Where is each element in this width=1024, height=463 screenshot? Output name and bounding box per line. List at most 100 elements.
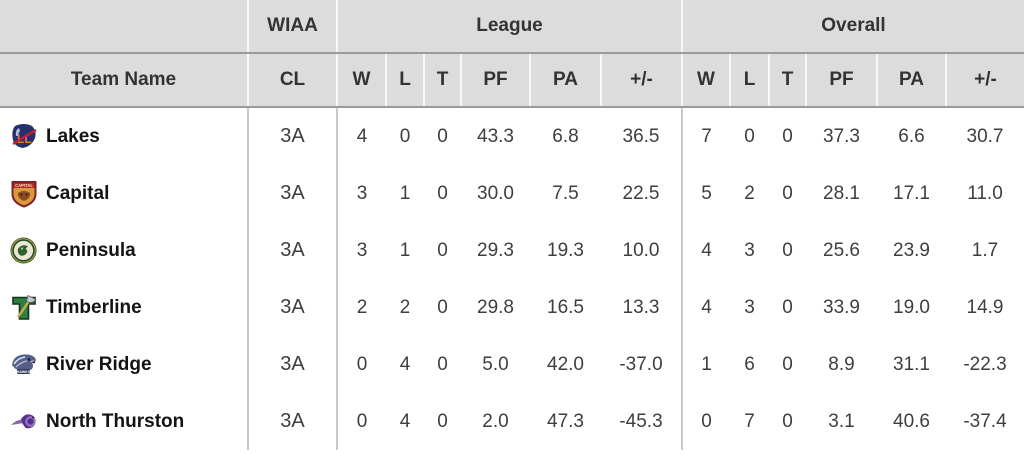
overall-l-cell: 2 bbox=[730, 165, 769, 222]
overall-pa-cell: 17.1 bbox=[877, 165, 946, 222]
overall-pf-cell: 37.3 bbox=[806, 107, 877, 165]
league-pa-cell: 6.8 bbox=[530, 107, 601, 165]
capital-logo-icon: CAPITAL bbox=[9, 179, 38, 208]
league-pf-cell: 5.0 bbox=[461, 336, 530, 393]
overall-w-cell: 1 bbox=[681, 336, 730, 393]
svg-text:CAPITAL: CAPITAL bbox=[15, 182, 33, 187]
league-w-cell: 4 bbox=[337, 107, 386, 165]
overall-pa-cell: 23.9 bbox=[877, 222, 946, 279]
overall-t-cell: 0 bbox=[769, 222, 806, 279]
league-w-cell: 0 bbox=[337, 336, 386, 393]
league-diff-cell: 36.5 bbox=[601, 107, 682, 165]
league-pf-cell: 2.0 bbox=[461, 393, 530, 450]
north-thurston-logo-icon bbox=[9, 407, 38, 436]
team-name-cell[interactable]: LL Lakes bbox=[0, 107, 248, 165]
overall-pf-cell: 25.6 bbox=[806, 222, 877, 279]
team-name: North Thurston bbox=[46, 410, 185, 432]
col-header-league-pf: PF bbox=[460, 53, 530, 108]
timberline-logo-icon bbox=[9, 293, 38, 322]
league-t-cell: 0 bbox=[424, 393, 461, 450]
overall-pa-cell: 6.6 bbox=[877, 107, 946, 165]
header-columns-row: Team Name CL W L T PF PA +/- W L T PF PA… bbox=[0, 53, 1024, 108]
league-diff-cell: 10.0 bbox=[601, 222, 682, 279]
overall-l-cell: 3 bbox=[730, 222, 769, 279]
table-row: Timberline 3A 2 2 0 29.8 16.5 13.3 4 3 0… bbox=[0, 279, 1024, 336]
overall-w-cell: 0 bbox=[681, 393, 730, 450]
header-league-section: League bbox=[336, 0, 682, 54]
header-group-row: WIAA League Overall bbox=[0, 0, 1024, 54]
table-row: North Thurston 3A 0 4 0 2.0 47.3 -45.3 0… bbox=[0, 393, 1024, 450]
col-header-overall-w: W bbox=[681, 53, 730, 108]
league-l-cell: 0 bbox=[386, 107, 424, 165]
col-header-overall-pa: PA bbox=[876, 53, 946, 108]
table-row: LL Lakes 3A 4 0 0 43.3 6.8 36.5 7 0 0 37… bbox=[0, 107, 1024, 165]
overall-diff-cell: -37.4 bbox=[946, 393, 1024, 450]
overall-pf-cell: 33.9 bbox=[806, 279, 877, 336]
league-t-cell: 0 bbox=[424, 222, 461, 279]
league-w-cell: 3 bbox=[337, 165, 386, 222]
team-name-cell[interactable]: HAWKS River Ridge bbox=[0, 336, 248, 393]
overall-diff-cell: 11.0 bbox=[946, 165, 1024, 222]
standings-table: WIAA League Overall Team Name CL W L T P… bbox=[0, 0, 1024, 450]
team-name: Peninsula bbox=[46, 239, 136, 261]
svg-text:HAWKS: HAWKS bbox=[16, 370, 30, 374]
overall-diff-cell: 14.9 bbox=[946, 279, 1024, 336]
team-name-cell[interactable]: Timberline bbox=[0, 279, 248, 336]
league-pa-cell: 47.3 bbox=[530, 393, 601, 450]
overall-t-cell: 0 bbox=[769, 165, 806, 222]
cl-cell: 3A bbox=[247, 336, 338, 393]
overall-w-cell: 5 bbox=[681, 165, 730, 222]
league-pa-cell: 7.5 bbox=[530, 165, 601, 222]
team-name-cell[interactable]: CAPITAL Capital bbox=[0, 165, 248, 222]
overall-pa-cell: 19.0 bbox=[877, 279, 946, 336]
league-w-cell: 2 bbox=[337, 279, 386, 336]
league-diff-cell: 22.5 bbox=[601, 165, 682, 222]
league-diff-cell: -37.0 bbox=[601, 336, 682, 393]
overall-t-cell: 0 bbox=[769, 336, 806, 393]
league-pf-cell: 43.3 bbox=[461, 107, 530, 165]
col-header-overall-diff: +/- bbox=[945, 53, 1024, 108]
table-header: WIAA League Overall Team Name CL W L T P… bbox=[0, 0, 1024, 108]
team-name: Capital bbox=[46, 182, 110, 204]
league-diff-cell: 13.3 bbox=[601, 279, 682, 336]
team-name: Lakes bbox=[46, 125, 100, 147]
league-t-cell: 0 bbox=[424, 336, 461, 393]
league-l-cell: 1 bbox=[386, 165, 424, 222]
overall-pa-cell: 40.6 bbox=[877, 393, 946, 450]
header-blank-cell bbox=[0, 0, 248, 54]
overall-l-cell: 0 bbox=[730, 107, 769, 165]
overall-t-cell: 0 bbox=[769, 107, 806, 165]
league-l-cell: 2 bbox=[386, 279, 424, 336]
overall-l-cell: 6 bbox=[730, 336, 769, 393]
header-overall-section: Overall bbox=[681, 0, 1024, 54]
cl-cell: 3A bbox=[247, 393, 338, 450]
league-pa-cell: 16.5 bbox=[530, 279, 601, 336]
overall-pf-cell: 28.1 bbox=[806, 165, 877, 222]
col-header-league-diff: +/- bbox=[600, 53, 682, 108]
league-pf-cell: 30.0 bbox=[461, 165, 530, 222]
lakes-logo-icon: LL bbox=[9, 122, 38, 151]
table-row: CAPITAL Capital 3A 3 1 0 30.0 7.5 22.5 5… bbox=[0, 165, 1024, 222]
team-name-cell[interactable]: Peninsula bbox=[0, 222, 248, 279]
col-header-overall-t: T bbox=[768, 53, 806, 108]
league-pf-cell: 29.3 bbox=[461, 222, 530, 279]
peninsula-logo-icon bbox=[9, 236, 38, 265]
col-header-overall-pf: PF bbox=[805, 53, 877, 108]
league-diff-cell: -45.3 bbox=[601, 393, 682, 450]
table-row: Peninsula 3A 3 1 0 29.3 19.3 10.0 4 3 0 … bbox=[0, 222, 1024, 279]
league-pf-cell: 29.8 bbox=[461, 279, 530, 336]
col-header-league-t: T bbox=[423, 53, 461, 108]
league-w-cell: 3 bbox=[337, 222, 386, 279]
col-header-league-w: W bbox=[336, 53, 386, 108]
overall-w-cell: 4 bbox=[681, 279, 730, 336]
team-name: Timberline bbox=[46, 296, 142, 318]
overall-w-cell: 4 bbox=[681, 222, 730, 279]
col-header-cl: CL bbox=[247, 53, 337, 108]
team-name-cell[interactable]: North Thurston bbox=[0, 393, 248, 450]
overall-pa-cell: 31.1 bbox=[877, 336, 946, 393]
cl-cell: 3A bbox=[247, 165, 338, 222]
col-header-league-pa: PA bbox=[529, 53, 601, 108]
overall-w-cell: 7 bbox=[681, 107, 730, 165]
overall-t-cell: 0 bbox=[769, 279, 806, 336]
league-w-cell: 0 bbox=[337, 393, 386, 450]
